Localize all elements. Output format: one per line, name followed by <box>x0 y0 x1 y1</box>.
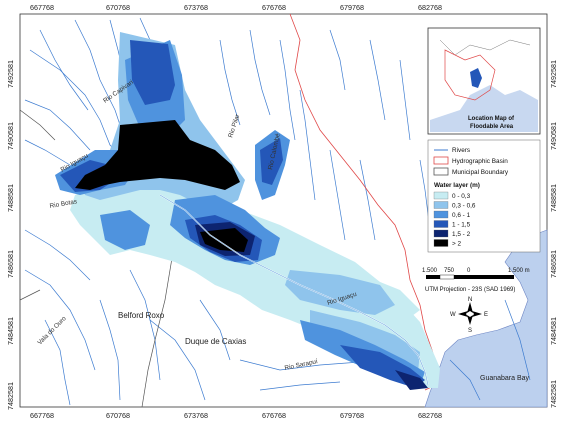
scale-tick-3: 1.500 m <box>508 268 530 274</box>
legend-municipal-label: Municipal Boundary <box>452 169 509 176</box>
x-tick-top: 676768 <box>262 3 286 12</box>
y-tick-right: 7488581 <box>549 184 558 212</box>
x-tick-top: 682768 <box>418 3 442 12</box>
flood-extent <box>55 32 440 390</box>
y-tick-right: 7492581 <box>549 60 558 88</box>
y-tick-left: 7484581 <box>6 317 15 345</box>
legend-water-title: Water layer (m) <box>434 182 480 189</box>
y-tick-left: 7482581 <box>6 382 15 410</box>
legend: Rivers Hydrographic Basin Municipal Boun… <box>427 139 541 253</box>
inset-label-line2: Floodable Area <box>470 124 514 130</box>
y-tick-left: 7492581 <box>6 60 15 88</box>
north-arrow-e: E <box>484 312 488 318</box>
scale-tick-2: 0 <box>467 268 471 274</box>
y-tick-right: 7486581 <box>549 250 558 278</box>
x-tick-bottom: 673768 <box>184 411 208 420</box>
x-tick-top: 667768 <box>30 3 54 12</box>
y-axis-right: 7492581 7490581 7488581 7486581 7484581 … <box>549 60 558 408</box>
x-tick-bottom: 679768 <box>340 411 364 420</box>
municipal-boundary <box>19 109 176 408</box>
x-tick-bottom: 676768 <box>262 411 286 420</box>
legend-swatch <box>433 210 449 219</box>
legend-class-label: 0,3 - 0,6 <box>452 203 476 210</box>
legend-swatch <box>433 229 449 238</box>
y-tick-right: 7490581 <box>549 122 558 150</box>
legend-swatch <box>433 220 449 228</box>
place-label-belford-roxo: Belford Roxo <box>118 311 165 320</box>
x-axis-top: 667768 670768 673768 676768 679768 68276… <box>30 3 442 12</box>
place-label-guanabara-bay: Guanabara Bay <box>480 375 530 382</box>
river-label-botas: Rio Botas <box>49 198 78 210</box>
x-tick-top: 679768 <box>340 3 364 12</box>
inset-location-map: Location Map of Floodable Area <box>427 27 541 135</box>
y-tick-left: 7486581 <box>6 250 15 278</box>
x-tick-bottom: 667768 <box>30 411 54 420</box>
place-label-duque-de-caxias: Duque de Caxias <box>185 337 246 346</box>
legend-swatch <box>433 201 449 209</box>
y-tick-right: 7482581 <box>549 380 558 408</box>
scale-bar: 1.500 750 0 1.500 m UTM Projection - 23S… <box>422 268 530 293</box>
legend-classes: 0 - 0,3 0,3 - 0,6 0,6 - 1 1 - 1,5 1,5 - 2 > 2 <box>433 191 476 248</box>
legend-class-label: > 2 <box>452 241 462 248</box>
guanabara-bay <box>424 229 548 408</box>
north-arrow-s: S <box>468 328 472 334</box>
scale-tick-1: 750 <box>444 268 455 274</box>
legend-class-label: 0,6 - 1 <box>452 212 471 219</box>
y-tick-right: 7484581 <box>549 317 558 345</box>
north-arrow-n: N <box>468 297 472 303</box>
north-arrow-w: W <box>450 312 456 318</box>
x-tick-bottom: 682768 <box>418 411 442 420</box>
x-tick-top: 670768 <box>106 3 130 12</box>
x-tick-bottom: 670768 <box>106 411 130 420</box>
legend-swatch <box>433 239 449 247</box>
x-axis-bottom: 667768 670768 673768 676768 679768 68276… <box>30 411 442 420</box>
legend-swatch <box>433 191 449 200</box>
legend-class-label: 1,5 - 2 <box>452 231 471 238</box>
north-arrow: N S E W <box>450 297 488 334</box>
x-tick-top: 673768 <box>184 3 208 12</box>
scale-tick-0: 1.500 <box>422 268 438 274</box>
y-tick-left: 7490581 <box>6 122 15 150</box>
legend-basin-label: Hydrographic Basin <box>452 158 508 165</box>
y-axis-left: 7492581 7490581 7488581 7486581 7484581 … <box>6 60 15 410</box>
inset-label-line1: Location Map of <box>468 116 515 122</box>
legend-rivers-label: Rivers <box>452 147 470 154</box>
legend-class-label: 1 - 1,5 <box>452 222 471 229</box>
legend-class-label: 0 - 0,3 <box>452 193 471 200</box>
y-tick-left: 7488581 <box>6 184 15 212</box>
projection-label: UTM Projection - 23S (SAD 1969) <box>425 287 515 293</box>
